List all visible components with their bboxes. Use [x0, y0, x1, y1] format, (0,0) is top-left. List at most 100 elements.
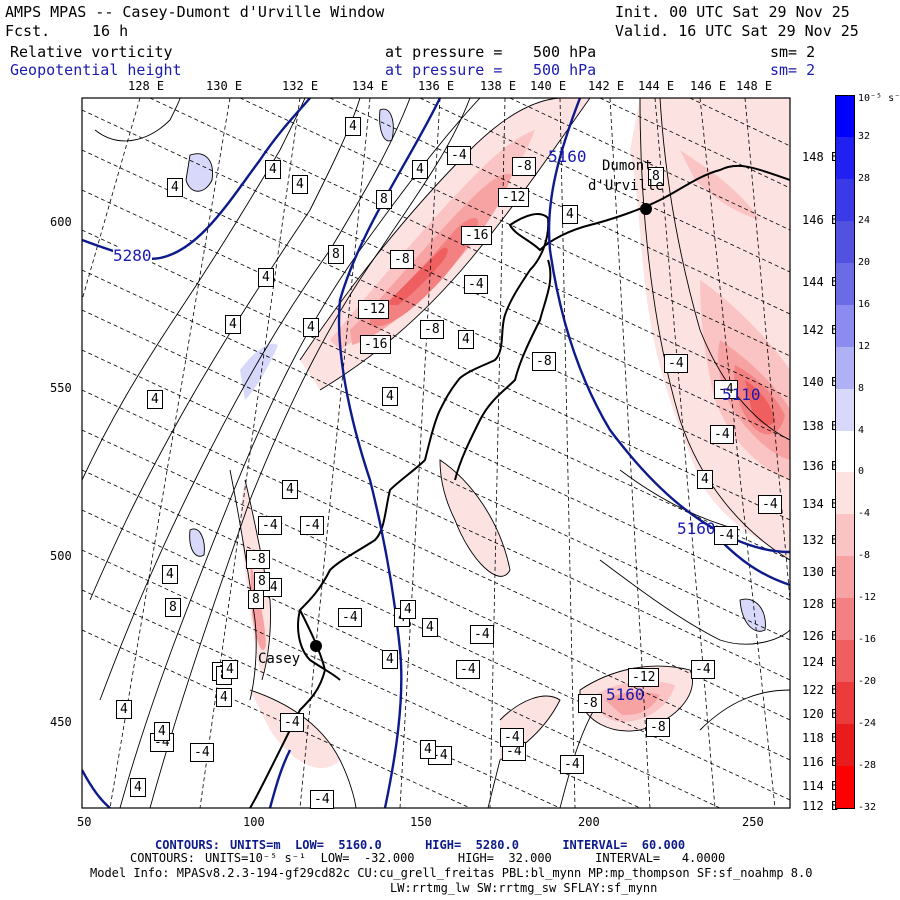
height-contour-info-label: CONTOURS:: [155, 838, 221, 852]
coastline: [249, 164, 790, 808]
right-longitude-tick: 114 E: [802, 779, 839, 793]
vorticity-contour-label: -16: [360, 335, 392, 354]
vorticity-contour-label: 4: [282, 480, 298, 499]
vorticity-contour-label: 4: [130, 778, 146, 797]
vorticity-contour-label: -8: [246, 550, 270, 569]
vorticity-contour-label: -4: [664, 354, 688, 373]
vorticity-contour-label: -4: [714, 526, 738, 545]
right-longitude-tick: 148 E: [802, 150, 839, 164]
colorbar-swatch: [835, 178, 855, 221]
field-1-smoothing: sm= 2: [770, 43, 816, 61]
right-longitude-tick: 130 E: [802, 565, 839, 579]
vorticity-contour-label: 4: [382, 650, 398, 669]
top-longitude-tick: 130 E: [206, 79, 243, 93]
vorticity-contour-label: -12: [628, 668, 660, 687]
vorticity-contour-label: 4: [562, 205, 578, 224]
top-longitude-tick: 142 E: [588, 79, 625, 93]
vorticity-contour-label: -8: [512, 157, 536, 176]
bottom-axis-tick: 200: [578, 815, 600, 829]
colorbar-tick-label: -24: [858, 718, 877, 730]
top-longitude-tick: 128 E: [128, 79, 165, 93]
vorticity-contour-label: 4: [147, 390, 163, 409]
colorbar-swatch: [835, 556, 855, 599]
model-info-radiation: LW:rrtmg_lw SW:rrtmg_sw SFLAY:sf_mynn: [390, 881, 658, 895]
top-longitude-tick: 144 E: [638, 79, 675, 93]
colorbar-swatch: [835, 262, 855, 305]
colorbar-swatch: [835, 95, 855, 138]
vorticity-contour-label: 8: [254, 572, 270, 591]
colorbar-swatch: [835, 346, 855, 389]
vorticity-contour-label: -4: [500, 728, 524, 747]
colorbar-tick-label: -12: [858, 592, 877, 604]
right-longitude-tick: 122 E: [802, 683, 839, 697]
colorbar-tick-label: 12: [858, 340, 871, 352]
vorticity-contour-label: 4: [420, 740, 436, 759]
valid-time: Valid. 16 UTC Sat 29 Nov 25: [615, 22, 859, 40]
vorticity-contour-label: 4: [222, 660, 238, 679]
colorbar-tick-label: 24: [858, 214, 871, 226]
vorticity-contour-label: -4: [710, 425, 734, 444]
colorbar-swatch: [835, 598, 855, 641]
vorticity-contour-info: UNITS=10⁻⁵ s⁻¹ LOW= -32.000 HIGH= 32.000…: [205, 851, 726, 865]
vorticity-contour-label: -16: [461, 226, 493, 245]
vorticity-contour-label: 4: [303, 318, 319, 337]
vorticity-contour-label: -4: [714, 380, 738, 399]
colorbar-swatch: [835, 766, 855, 809]
colorbar-tick-label: -28: [858, 760, 877, 772]
init-time: Init. 00 UTC Sat 29 Nov 25: [615, 3, 850, 21]
vorticity-contour-label: 8: [648, 167, 664, 186]
left-axis-tick: 450: [50, 715, 72, 729]
field-1-name: Relative vorticity: [10, 43, 173, 61]
bottom-axis-tick: 150: [410, 815, 432, 829]
right-longitude-tick: 142 E: [802, 323, 839, 337]
right-longitude-tick: 140 E: [802, 375, 839, 389]
vorticity-contour-label: -4: [258, 516, 282, 535]
vorticity-contour-label: 4: [154, 722, 170, 741]
field-2-pressure-value: 500 hPa: [533, 61, 597, 79]
vorticity-contour-label: -4: [280, 713, 304, 732]
vorticity-contour-label: 4: [458, 330, 474, 349]
top-longitude-tick: 146 E: [690, 79, 727, 93]
height-label-5160-north: 5160: [548, 147, 587, 166]
top-longitude-tick: 148 E: [736, 79, 773, 93]
map-title: AMPS MPAS -- Casey-Dumont d'Urville Wind…: [5, 3, 385, 21]
vorticity-contour-label: -4: [190, 743, 214, 762]
vorticity-contour-label: 8: [165, 598, 181, 617]
right-longitude-tick: 112 E: [802, 799, 839, 813]
right-longitude-tick: 138 E: [802, 419, 839, 433]
casey-label: Casey: [258, 651, 301, 667]
vorticity-contour-label: 8: [376, 190, 392, 209]
vorticity-contour-label: -4: [300, 516, 324, 535]
vorticity-contour-label: -4: [691, 660, 715, 679]
vorticity-contour-label: 4: [258, 268, 274, 287]
casey-station-marker: [310, 640, 322, 652]
vorticity-contour-label: 4: [412, 160, 428, 179]
vorticity-contour-label: -8: [646, 718, 670, 737]
right-longitude-tick: 128 E: [802, 597, 839, 611]
vorticity-contour-label: -12: [358, 300, 390, 319]
vorticity-contour-info-label: CONTOURS:: [130, 851, 196, 865]
vorticity-contour-label: 4: [167, 178, 183, 197]
colorbar-swatch: [835, 724, 855, 767]
model-info: Model Info: MPASv8.2.3-194-gf29cd82c CU:…: [90, 866, 813, 880]
forecast-hour: 16 h: [92, 22, 129, 40]
height-label-5160-south: 5160: [606, 685, 645, 704]
lat-lon-grid: [82, 98, 790, 808]
field-2-smoothing: sm= 2: [770, 61, 816, 79]
colorbar-swatch: [835, 220, 855, 263]
bottom-axis-tick: 100: [243, 815, 265, 829]
colorbar-swatch: [835, 430, 855, 473]
top-longitude-tick: 132 E: [282, 79, 319, 93]
colorbar-swatch: [835, 472, 855, 515]
vorticity-contour-label: 4: [422, 618, 438, 637]
vorticity-contour-label: -4: [758, 495, 782, 514]
right-longitude-tick: 118 E: [802, 731, 839, 745]
height-label-5110: 5110: [722, 385, 761, 404]
colorbar-tick-label: 8: [858, 382, 865, 394]
right-longitude-tick: 144 E: [802, 275, 839, 289]
height-label-5160-east: 5160: [677, 519, 716, 538]
colorbar-tick-label: -32: [858, 802, 877, 813]
colorbar-tick-label: -20: [858, 676, 877, 688]
colorbar-swatch: [835, 640, 855, 683]
field-2-name: Geopotential height: [10, 61, 182, 79]
